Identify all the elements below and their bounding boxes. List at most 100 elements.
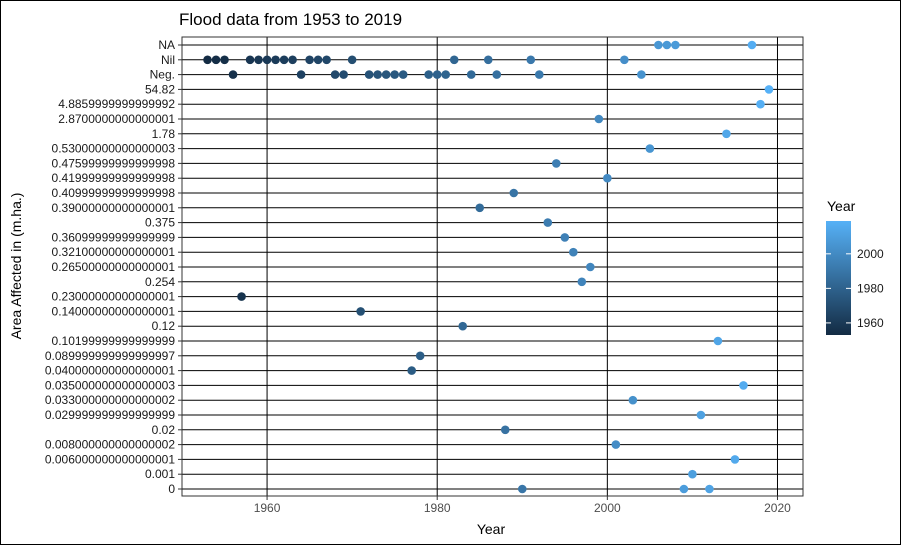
y-tick-label: 0.41999999999999998	[52, 171, 176, 185]
data-point	[730, 455, 740, 464]
y-axis-label: Area Affected in (m.ha.)	[8, 193, 24, 340]
y-tick-label: 0.23000000000000001	[52, 290, 176, 304]
data-point	[688, 469, 697, 479]
data-point	[713, 336, 723, 346]
y-tick-label: Nil	[161, 53, 175, 67]
data-point	[628, 395, 638, 405]
data-point	[526, 55, 536, 65]
data-point	[620, 55, 629, 65]
y-tick-label: 0.001	[145, 467, 175, 481]
data-point	[543, 218, 553, 227]
data-point	[220, 55, 229, 65]
data-point	[254, 55, 263, 65]
data-point	[611, 440, 621, 449]
data-point	[356, 307, 365, 316]
x-axis: 1960 1980 2000 2020	[254, 496, 791, 515]
data-point	[577, 277, 587, 287]
y-tick-label: 0.40999999999999998	[52, 186, 176, 200]
data-point	[415, 351, 425, 361]
y-tick-label: 0.035000000000000003	[45, 378, 175, 392]
data-point	[534, 70, 544, 79]
data-point	[466, 70, 476, 79]
data-point	[722, 129, 731, 139]
legend-tick-label: 2000	[857, 247, 884, 261]
legend-title: Year	[827, 198, 856, 214]
data-point	[654, 40, 663, 50]
y-tick-label: 0.033000000000000002	[45, 393, 175, 407]
data-point	[288, 55, 297, 65]
data-point	[705, 484, 714, 494]
y-axis: 00.0010.0060000000000000010.008000000000…	[45, 38, 182, 496]
x-tick-label: 2020	[764, 501, 791, 515]
y-tick-label: 0.089999999999999997	[45, 349, 175, 363]
data-point	[645, 144, 655, 153]
data-point	[279, 55, 289, 65]
data-point	[662, 40, 672, 50]
y-tick-label: 0.10199999999999999	[52, 334, 176, 348]
data-point	[517, 484, 527, 494]
y-tick-label: NA	[158, 38, 175, 52]
data-point	[552, 159, 561, 168]
data-point	[322, 55, 331, 65]
data-point	[271, 55, 280, 65]
legend-tick-label: 1960	[857, 316, 884, 330]
y-tick-label: 0.36099999999999999	[52, 230, 176, 244]
y-tick-label: 0.47599999999999998	[52, 156, 176, 170]
y-tick-label: 0.32100000000000001	[52, 245, 176, 259]
data-point	[475, 203, 485, 213]
data-point	[390, 70, 399, 79]
data-point	[764, 85, 774, 94]
x-tick-label: 1980	[424, 501, 451, 515]
data-point	[407, 366, 416, 375]
legend-tick-label: 1980	[857, 281, 884, 295]
y-tick-label: 54.82	[145, 82, 175, 96]
data-point	[237, 292, 246, 301]
y-tick-label: 0	[168, 482, 175, 496]
data-point	[432, 70, 442, 79]
data-point	[305, 55, 314, 65]
y-tick-label: 0.029999999999999999	[45, 408, 175, 422]
y-tick-label: 4.8859999999999992	[58, 97, 175, 111]
data-point	[449, 55, 459, 65]
data-point	[586, 262, 595, 272]
y-tick-label: 1.78	[152, 127, 176, 141]
data-point	[569, 247, 578, 257]
y-tick-label: 0.14000000000000001	[52, 304, 176, 318]
x-tick-label: 1960	[254, 501, 281, 515]
data-point	[211, 55, 221, 65]
y-tick-label: 0.12	[152, 319, 176, 333]
y-tick-label: 0.02	[152, 423, 176, 437]
data-point	[424, 70, 433, 79]
data-point	[679, 484, 689, 494]
data-point	[739, 381, 748, 390]
x-axis-label: Year	[477, 521, 506, 537]
data-point	[492, 70, 502, 79]
data-point	[313, 55, 323, 65]
y-tick-label: 0.006000000000000001	[45, 452, 175, 466]
y-tick-label: 0.26500000000000001	[52, 260, 176, 274]
y-tick-label: 0.254	[145, 275, 175, 289]
grid-lines	[182, 37, 803, 496]
legend: Year 1960 1980 2000	[826, 198, 884, 335]
y-tick-label: 0.008000000000000002	[45, 438, 175, 452]
x-tick-label: 2000	[594, 501, 621, 515]
data-point	[381, 70, 391, 79]
data-point	[228, 70, 238, 79]
y-tick-label: 0.375	[145, 216, 175, 230]
data-point	[347, 55, 357, 65]
data-point	[509, 188, 519, 198]
data-point	[747, 40, 757, 50]
data-points	[203, 40, 774, 494]
data-point	[560, 233, 570, 242]
data-point	[756, 99, 765, 109]
y-tick-label: 0.040000000000000001	[45, 364, 175, 378]
data-point	[671, 40, 680, 50]
data-point	[441, 70, 451, 79]
data-point	[483, 55, 493, 65]
data-point	[458, 321, 468, 331]
data-point	[696, 410, 706, 420]
y-tick-label: Neg.	[150, 68, 175, 82]
data-point	[296, 70, 306, 79]
legend-colorbar	[826, 221, 851, 335]
